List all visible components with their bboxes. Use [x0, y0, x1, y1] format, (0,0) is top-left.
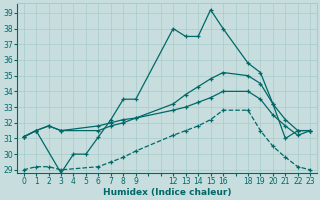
- X-axis label: Humidex (Indice chaleur): Humidex (Indice chaleur): [103, 188, 231, 197]
